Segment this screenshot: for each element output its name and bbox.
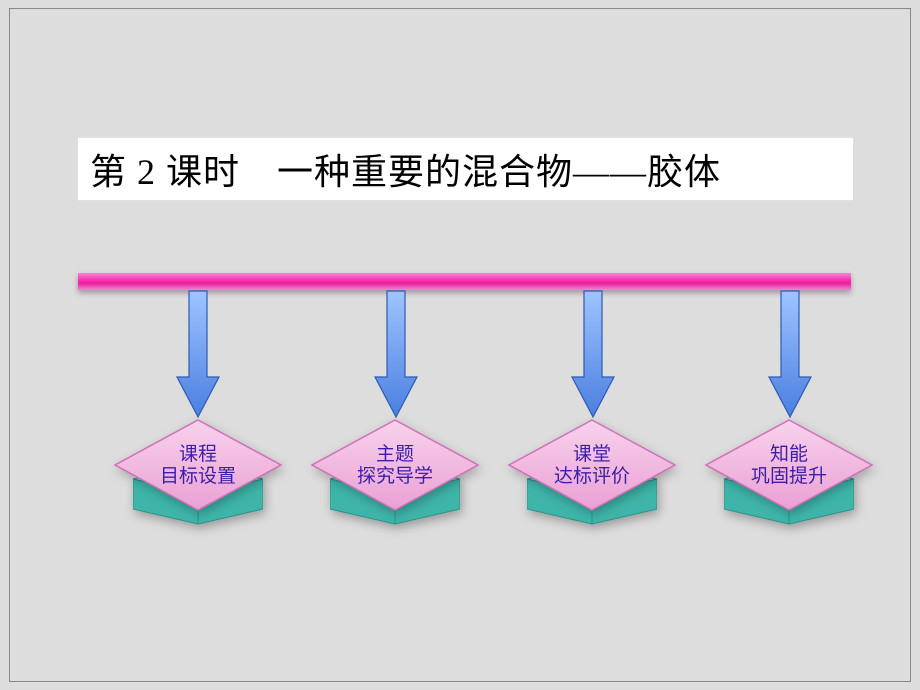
down-arrow-2 — [373, 289, 419, 419]
down-arrow-4 — [767, 289, 813, 419]
title-text: 第 2 课时 一种重要的混合物——胶体 — [90, 143, 721, 195]
node-diamond — [310, 418, 480, 512]
slide-title: 第 2 课时 一种重要的混合物——胶体 — [78, 136, 853, 202]
nav-node-3[interactable]: 课堂达标评价 — [507, 418, 677, 538]
nav-node-4[interactable]: 知能巩固提升 — [704, 418, 874, 538]
down-arrow-1 — [175, 289, 221, 419]
node-diamond — [507, 418, 677, 512]
node-diamond — [704, 418, 874, 512]
nav-node-1[interactable]: 课程目标设置 — [113, 418, 283, 538]
horizontal-bar — [78, 273, 851, 290]
node-diamond — [113, 418, 283, 512]
down-arrow-3 — [570, 289, 616, 419]
nav-node-2[interactable]: 主题探究导学 — [310, 418, 480, 538]
